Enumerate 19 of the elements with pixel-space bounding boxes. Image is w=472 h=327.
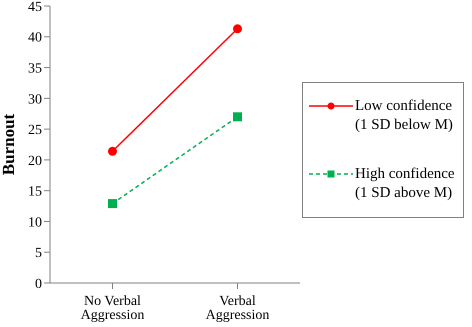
y-tick-label: 35 <box>28 62 42 77</box>
x-tick-label: Verbal Aggression <box>206 294 270 323</box>
y-axis-title: Burnout <box>0 113 18 176</box>
y-tick-label: 20 <box>28 154 42 169</box>
legend-label: Low confidence (1 SD below M) <box>355 97 454 135</box>
point <box>108 199 117 208</box>
y-tick-label: 0 <box>35 276 42 292</box>
point <box>233 24 242 34</box>
y-tick-label: 40 <box>28 30 42 46</box>
point <box>233 112 242 122</box>
y-tick-label: 25 <box>28 123 42 138</box>
y-tick-label: 30 <box>28 92 42 108</box>
y-tick-label: 5 <box>35 246 42 262</box>
y-tick-label: 15 <box>28 184 42 200</box>
legend-label: High confidence (1 SD above M) <box>355 165 456 203</box>
y-tick-label: 10 <box>28 215 42 230</box>
x-tick-label: No Verbal Aggression <box>80 294 144 323</box>
y-tick-label: 45 <box>28 0 42 15</box>
point <box>108 146 117 156</box>
